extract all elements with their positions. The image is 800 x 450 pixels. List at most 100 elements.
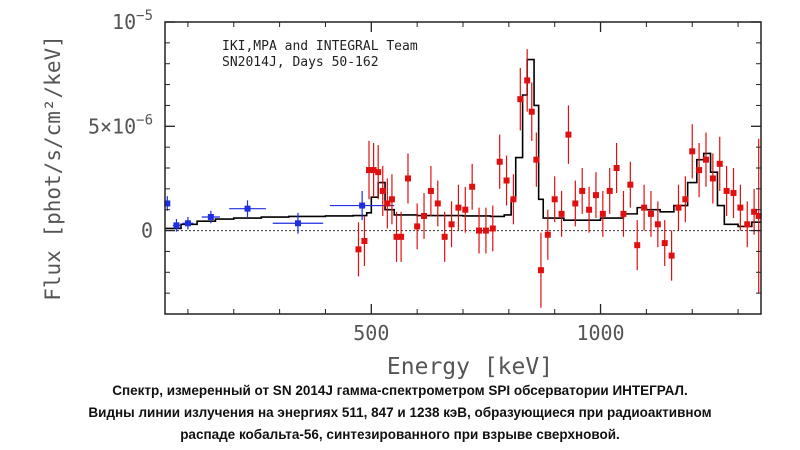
- data-point: [737, 184, 744, 231]
- series-red: [355, 49, 762, 308]
- data-point: [398, 211, 405, 262]
- data-marker: [744, 221, 751, 228]
- data-point: [524, 49, 531, 112]
- data-marker: [427, 187, 434, 194]
- data-marker: [641, 204, 648, 211]
- data-marker: [184, 220, 191, 227]
- data-point: [272, 212, 324, 234]
- data-marker: [173, 222, 180, 229]
- spectrum-chart: 500 1000 0 5×10−6 10−5 IKI,MPA and INTEGRAL …: [41, 8, 762, 380]
- data-point: [744, 201, 751, 248]
- data-point: [489, 205, 496, 252]
- data-point: [375, 145, 382, 200]
- data-marker: [620, 210, 627, 217]
- x-axis-label: Energy [keV]: [387, 354, 553, 380]
- data-marker: [414, 223, 421, 230]
- data-point: [654, 201, 661, 248]
- x-tick-label: 1000: [576, 321, 624, 345]
- data-point: [393, 211, 400, 262]
- data-point: [716, 136, 723, 191]
- y-axis-label: Flux [phot/s/cm²/keV]: [41, 35, 65, 301]
- data-point: [421, 193, 428, 239]
- data-marker: [476, 227, 483, 234]
- data-point: [434, 180, 441, 227]
- data-point: [528, 82, 535, 141]
- data-point: [661, 220, 668, 267]
- data-marker: [654, 221, 661, 228]
- data-point: [668, 230, 675, 281]
- data-marker: [702, 156, 709, 163]
- data-marker: [627, 181, 634, 188]
- data-marker: [572, 200, 579, 207]
- data-point: [682, 176, 689, 223]
- data-marker: [294, 220, 301, 227]
- data-point: [675, 184, 682, 231]
- plot-layer: [164, 49, 762, 308]
- caption-line-1: Спектр, измеренный от SN 2014J гамма-спе…: [112, 383, 688, 398]
- data-marker: [398, 233, 405, 240]
- data-point: [613, 142, 620, 194]
- data-marker: [469, 183, 476, 190]
- data-marker: [661, 240, 668, 247]
- caption-line-3: распаде кобальта-56, синтезированного пр…: [180, 427, 620, 442]
- data-marker: [421, 212, 428, 219]
- data-point: [379, 165, 386, 216]
- tick-layer: 500 1000 0 5×10−6 10−5: [88, 8, 761, 345]
- data-marker: [565, 131, 572, 138]
- data-point: [201, 210, 221, 224]
- data-marker: [558, 210, 565, 217]
- data-marker: [462, 206, 469, 213]
- data-point: [755, 138, 762, 294]
- data-marker: [716, 160, 723, 167]
- data-marker: [375, 169, 382, 176]
- figure-caption: Спектр, измеренный от SN 2014J гамма-спе…: [20, 380, 780, 446]
- data-point: [441, 211, 448, 262]
- data-marker: [613, 165, 620, 171]
- data-marker: [682, 196, 689, 203]
- data-point: [641, 184, 648, 231]
- data-point: [469, 163, 476, 210]
- data-point: [517, 67, 524, 131]
- data-marker: [675, 204, 682, 211]
- data-marker: [510, 196, 517, 203]
- data-point: [586, 186, 593, 233]
- y-tick-label: 5×10−6: [88, 112, 153, 138]
- data-marker: [606, 187, 613, 194]
- data-marker: [388, 196, 395, 203]
- data-marker: [634, 242, 641, 249]
- y-tick-label: 0: [141, 219, 153, 243]
- data-marker: [755, 212, 762, 219]
- data-marker: [709, 175, 716, 182]
- data-marker: [551, 196, 558, 203]
- data-marker: [592, 192, 599, 199]
- data-point: [388, 174, 395, 225]
- data-point: [482, 207, 489, 254]
- data-point: [634, 220, 641, 271]
- data-marker: [244, 205, 251, 212]
- data-point: [606, 168, 613, 214]
- data-point: [558, 190, 565, 237]
- data-point: [182, 217, 194, 230]
- data-marker: [517, 96, 524, 103]
- data-point: [647, 190, 654, 237]
- data-point: [366, 140, 373, 200]
- series-blue: [164, 190, 395, 234]
- data-marker: [689, 148, 696, 155]
- data-marker: [448, 221, 455, 228]
- data-marker: [586, 206, 593, 213]
- data-point: [229, 200, 266, 218]
- data-point: [533, 132, 540, 187]
- data-marker: [528, 108, 535, 115]
- data-marker: [730, 190, 737, 197]
- data-point: [404, 153, 411, 204]
- data-point: [730, 168, 737, 219]
- data-point: [455, 184, 462, 231]
- data-marker: [482, 227, 489, 234]
- inset-title-line2: SN2014J, Days 50-162: [222, 55, 379, 70]
- data-point: [384, 178, 391, 229]
- data-point: [164, 196, 171, 211]
- data-marker: [455, 204, 462, 211]
- data-marker: [366, 167, 373, 174]
- data-marker: [379, 187, 386, 194]
- model-step-line: [165, 58, 761, 230]
